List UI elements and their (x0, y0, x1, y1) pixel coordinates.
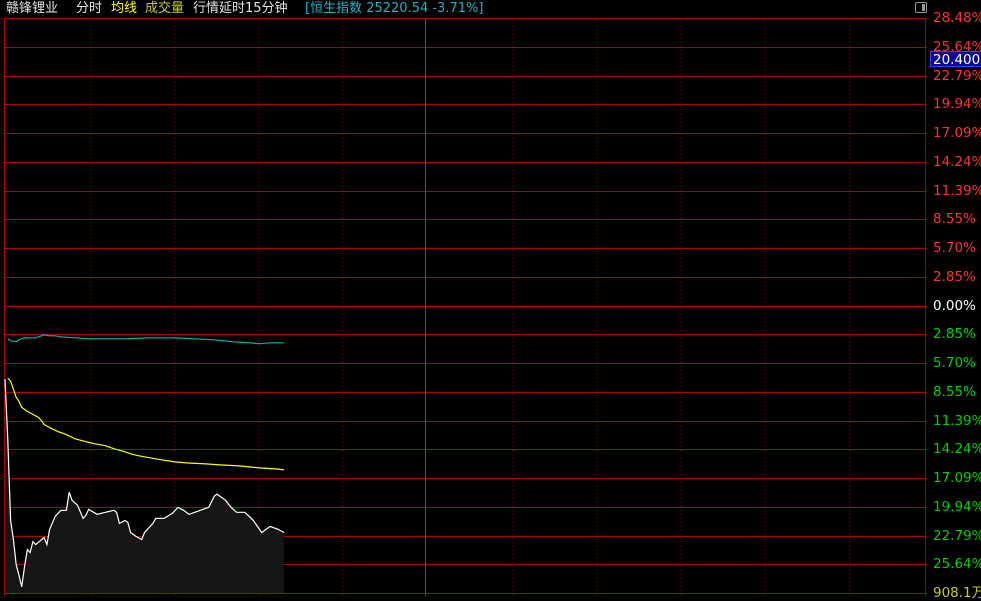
stock-name: 赣锋锂业 (6, 1, 59, 16)
volume-legend[interactable]: 成交量 (145, 1, 185, 16)
y-axis-label: 5.70% (933, 355, 976, 371)
index-info: [恒生指数 25220.54 -3.71%] (305, 1, 484, 16)
delay-notice: 行情延时15分钟 (193, 1, 288, 16)
panel-toggle-icon[interactable] (915, 2, 927, 13)
y-axis-label: 25.64% (933, 556, 981, 573)
y-axis-label: 14.24% (933, 441, 981, 458)
y-axis-label: 14.24% (933, 153, 981, 170)
y-axis-label: 2.85% (933, 268, 976, 285)
y-axis-label: 28.48% (933, 10, 981, 26)
y-axis-label: 0.00% (933, 297, 976, 314)
y-axis-label: 5.70% (933, 240, 976, 256)
y-axis-label: 17.09% (933, 470, 981, 486)
cursor-price-tag: 20.400 (930, 51, 981, 67)
y-axis-label: 17.09% (933, 125, 981, 141)
avg-line-legend[interactable]: 均线 (111, 1, 138, 16)
y-axis-label: 25.64% (933, 38, 981, 55)
y-axis-label: 22.79% (933, 67, 981, 84)
y-axis-label: 2.85% (933, 326, 976, 343)
average-price-line (7, 377, 285, 471)
y-axis-label: 19.94% (933, 96, 981, 113)
title-bar: 赣锋锂业 分时 均线 成交量 行情延时15分钟 [恒生指数 25220.54 -… (0, 0, 981, 18)
tab-timeshare[interactable]: 分时 (76, 1, 103, 16)
y-axis-label: 22.79% (933, 527, 981, 544)
index-line (7, 334, 284, 345)
y-axis-label: 11.39% (933, 412, 981, 429)
y-axis-label: 908.1万 (933, 585, 981, 601)
price-area-fill (5, 379, 284, 593)
y-axis-label: 8.55% (933, 211, 976, 228)
price-line (4, 379, 285, 588)
y-axis-label: 11.39% (933, 182, 981, 199)
y-axis-label: 19.94% (933, 498, 981, 515)
y-axis-label: 8.55% (933, 383, 976, 400)
